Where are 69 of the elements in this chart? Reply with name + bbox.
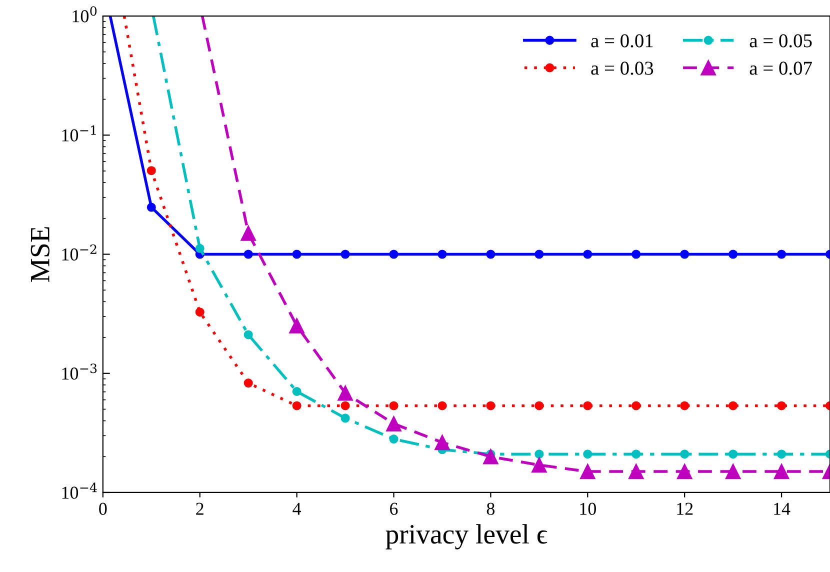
point [777,450,786,459]
y-tick-label: 10$^{0}$ [72,6,97,22]
point [146,166,156,176]
point [680,450,690,459]
point [534,401,544,410]
point [728,450,738,459]
point [583,250,592,259]
x-tick-label: 4 [292,502,302,515]
point [676,464,692,480]
legend-label: a = 0.03 [591,62,654,75]
x-tick-label: 0 [99,502,107,515]
x-axis-title: privacy level ϵ [386,524,548,550]
point [583,450,592,459]
point [195,308,204,317]
point [438,401,447,410]
point [534,250,544,259]
point [777,401,786,410]
x-tick-label: 6 [390,502,398,515]
point [632,250,641,259]
point [195,244,204,253]
point [777,250,786,259]
x-tick-label: 2 [196,502,204,515]
point [292,401,302,410]
point [532,457,547,473]
point [728,250,738,259]
point [292,250,302,259]
point [240,226,256,241]
point [389,250,398,259]
point [340,401,350,410]
point [680,250,690,259]
point [583,401,592,410]
y-tick-label: 10$^{−1}$ [62,125,96,142]
point [434,434,450,450]
x-tick-label: 14 [774,502,790,515]
point [389,434,398,444]
point [486,401,496,410]
point [628,464,644,480]
point [340,414,350,423]
point [438,250,447,259]
point [486,250,496,259]
legend-label: a = 0.07 [750,62,812,75]
point [146,202,156,212]
point [244,330,253,340]
y-tick-label: 10$^{−4}$ [62,482,97,499]
point [774,464,790,480]
point [725,464,741,480]
legend-label: a = 0.01 [591,34,653,48]
point [340,250,350,259]
point [386,416,402,432]
point [632,450,641,459]
point [580,464,596,480]
x-tick-label: 8 [486,502,495,515]
point [338,385,353,401]
point [389,401,398,410]
x-tick-label: 12 [677,502,693,515]
point [632,401,641,410]
point [292,386,302,396]
x-tick-label: 10 [580,502,596,515]
legend-label: a = 0.05 [750,34,812,48]
point [244,378,253,388]
y-tick-label: 10$^{−2}$ [62,244,96,261]
point [483,448,498,464]
y-tick-label: 10$^{−3}$ [62,364,97,380]
point [680,401,690,410]
point [534,450,544,459]
point [244,250,253,259]
point [728,401,738,410]
point [289,318,304,334]
y-axis-title: MSE [30,227,50,282]
